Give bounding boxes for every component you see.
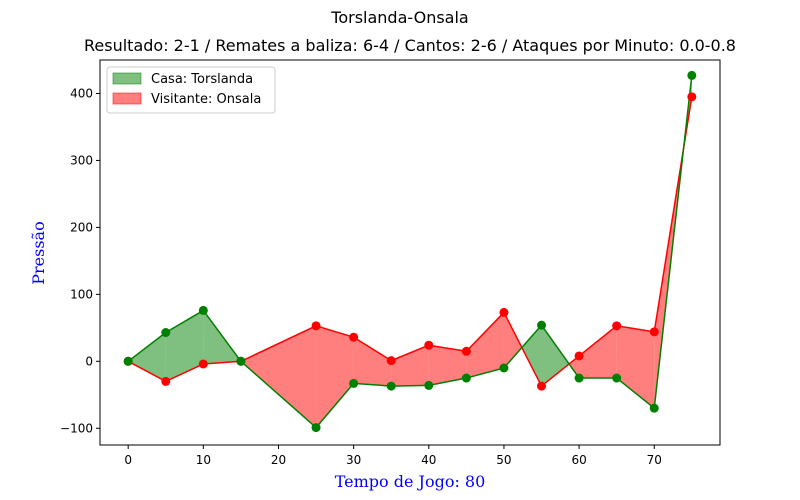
point-home-45 [461,373,471,383]
point-away-25 [311,321,321,331]
y-tick-label-0: 0 [85,354,93,368]
x-tick-label-60: 60 [571,453,586,467]
y-axis-label: Pressão [29,221,48,284]
point-home-60 [574,373,584,383]
y-tick-label-100: 100 [70,287,93,301]
x-tick-label-40: 40 [421,453,436,467]
plot-frame [99,59,721,446]
x-tick-label-50: 50 [496,453,511,467]
point-away-10 [198,359,208,369]
point-home-55 [537,320,547,330]
fill-home-segment-0-0 [128,332,166,382]
point-away-5 [161,376,171,386]
fill-away-segment-3-0 [240,325,317,428]
fill-away-segment-9-0 [503,312,522,368]
point-away-65 [612,321,622,331]
legend-box [106,66,276,114]
point-away-35 [386,356,396,366]
point-home-0 [123,356,133,366]
point-away-60 [574,351,584,361]
fill-away-segment-11-0 [579,325,617,379]
point-home-30 [349,378,359,388]
point-away-30 [349,332,359,342]
x-tick-label-10: 10 [196,453,211,467]
fill-away-segment-6-0 [391,345,429,387]
point-away-40 [424,340,434,350]
series-markers [123,70,697,433]
legend-swatch-home [112,72,142,85]
fill-home-segment-1-0 [165,310,204,382]
legend-label-away: Visitante: Onsala [151,92,261,107]
fill-away-segment-7-0 [428,345,467,386]
x-tick-label-70: 70 [647,453,662,467]
x-tick-label-0: 0 [124,453,132,467]
chart-title: Torslanda-Onsala [330,8,468,27]
fill-away-segment-5-0 [353,337,392,387]
y-axis: −100 0 100 200 300 400 [60,86,100,435]
legend-label-home: Casa: Torslanda [151,72,253,87]
point-home-10 [198,305,208,315]
chart-subtitle: Resultado: 2-1 / Remates a baliza: 6-4 /… [84,36,736,55]
y-tick-label-200: 200 [70,220,93,234]
point-home-65 [612,373,622,383]
fill-home-segment-10-0 [541,325,570,387]
fill-away-segment-8-0 [466,312,504,379]
y-tick-label-300: 300 [70,153,93,167]
legend: Casa: Torslanda Visitante: Onsala [106,66,276,114]
point-away-55 [537,381,547,391]
legend-swatch-away [112,92,142,105]
point-home-35 [386,381,396,391]
point-home-25 [311,423,321,433]
plot-area [99,59,721,446]
fill-away-segment-12-0 [616,325,655,409]
x-axis: 0 10 20 30 40 50 60 70 [124,445,662,467]
x-tick-label-20: 20 [271,453,286,467]
point-home-40 [424,380,434,390]
point-home-5 [161,328,171,338]
y-tick-label--100: −100 [60,421,93,435]
point-home-50 [499,363,509,373]
y-tick-label-400: 400 [70,86,93,100]
point-home-15 [236,356,246,366]
point-home-75 [687,70,697,80]
point-home-70 [649,403,659,413]
fill-home-segment-9-1 [521,325,542,387]
point-away-45 [461,346,471,356]
x-axis-label: Tempo de Jogo: 80 [335,472,486,491]
fill-away-segment-10-1 [569,355,580,379]
point-away-70 [649,327,659,337]
fill-away-segment-4-0 [316,325,354,428]
x-tick-label-30: 30 [346,453,361,467]
point-away-75 [687,92,697,102]
point-away-50 [499,307,509,317]
